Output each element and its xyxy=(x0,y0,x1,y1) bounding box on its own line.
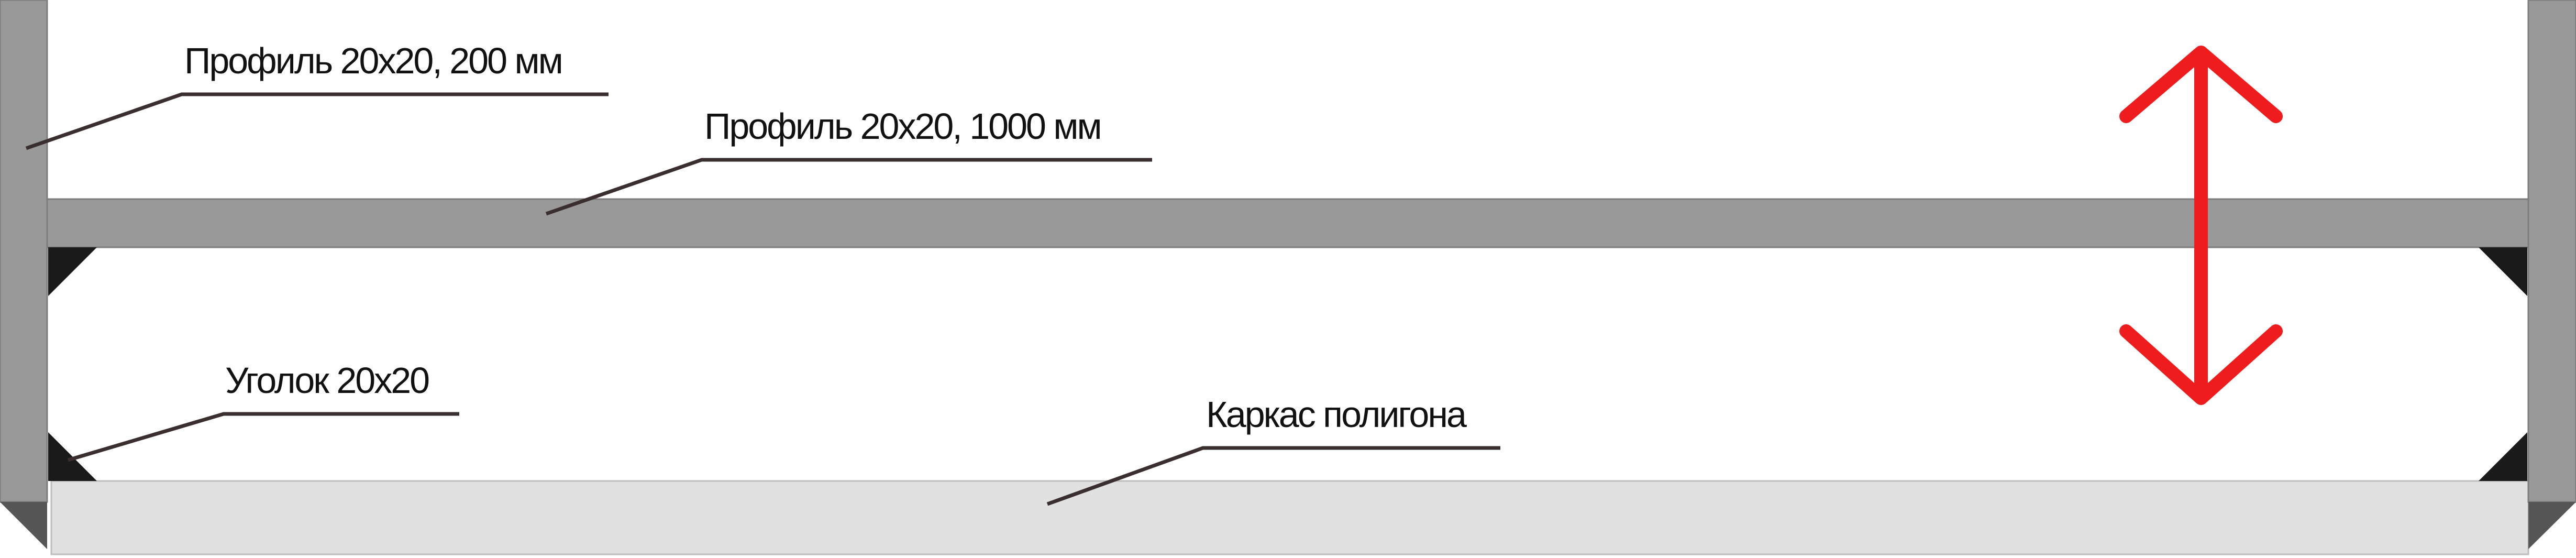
label-corner: Уголок 20х20 xyxy=(225,360,429,401)
post-foot-right xyxy=(2528,502,2576,549)
label-frame: Каркас полигона xyxy=(1206,394,1467,435)
label-profile-200: Профиль 20х20, 200 мм xyxy=(184,40,562,81)
corner-bracket-right-lower xyxy=(2479,432,2527,481)
label-profile-1000: Профиль 20х20, 1000 мм xyxy=(704,106,1101,147)
frame-base xyxy=(50,480,2529,555)
leader-profile-1000 xyxy=(545,158,1152,216)
corner-bracket-left-upper xyxy=(48,247,97,296)
corner-bracket-left-lower xyxy=(48,432,97,481)
adjust-arrow-icon xyxy=(2119,46,2283,405)
corner-bracket-right-upper xyxy=(2479,247,2527,296)
leader-profile-200 xyxy=(25,92,609,150)
leader-frame xyxy=(1046,446,1500,506)
horizontal-profile xyxy=(46,198,2529,248)
post-foot-left xyxy=(0,502,47,549)
leader-corner xyxy=(68,412,459,462)
vertical-profile-right xyxy=(2527,0,2576,503)
vertical-profile-left xyxy=(0,0,48,503)
